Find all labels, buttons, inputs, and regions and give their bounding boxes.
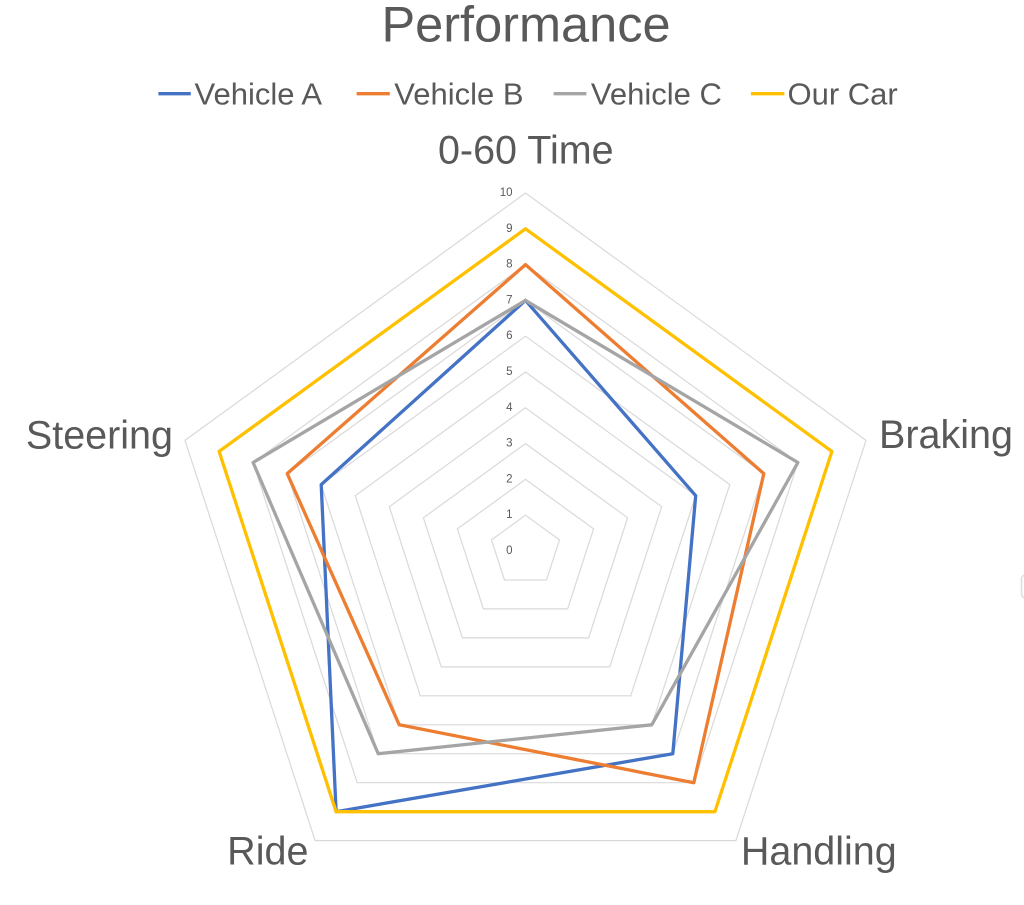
svg-text:10: 10 (500, 187, 513, 199)
svg-text:Steering: Steering (26, 413, 173, 457)
svg-text:2: 2 (506, 473, 512, 485)
svg-text:9: 9 (506, 223, 512, 235)
svg-text:8: 8 (506, 259, 512, 271)
svg-text:Performance: Performance (381, 0, 670, 53)
svg-text:7: 7 (506, 294, 512, 306)
svg-text:Handling: Handling (741, 829, 897, 873)
svg-text:5: 5 (506, 366, 512, 378)
svg-text:4: 4 (506, 402, 513, 414)
svg-text:Vehicle B: Vehicle B (394, 76, 523, 111)
svg-text:1: 1 (506, 509, 512, 521)
svg-text:0: 0 (506, 545, 512, 557)
svg-text:3: 3 (506, 438, 512, 450)
svg-text:0-60 Time: 0-60 Time (438, 129, 614, 173)
svg-text:Vehicle A: Vehicle A (195, 76, 323, 111)
svg-text:Braking: Braking (879, 413, 1013, 457)
svg-text:Our Car: Our Car (788, 76, 898, 111)
svg-text:6: 6 (506, 330, 512, 342)
svg-text:Ride: Ride (227, 829, 308, 873)
svg-text:Vehicle C: Vehicle C (591, 76, 722, 111)
